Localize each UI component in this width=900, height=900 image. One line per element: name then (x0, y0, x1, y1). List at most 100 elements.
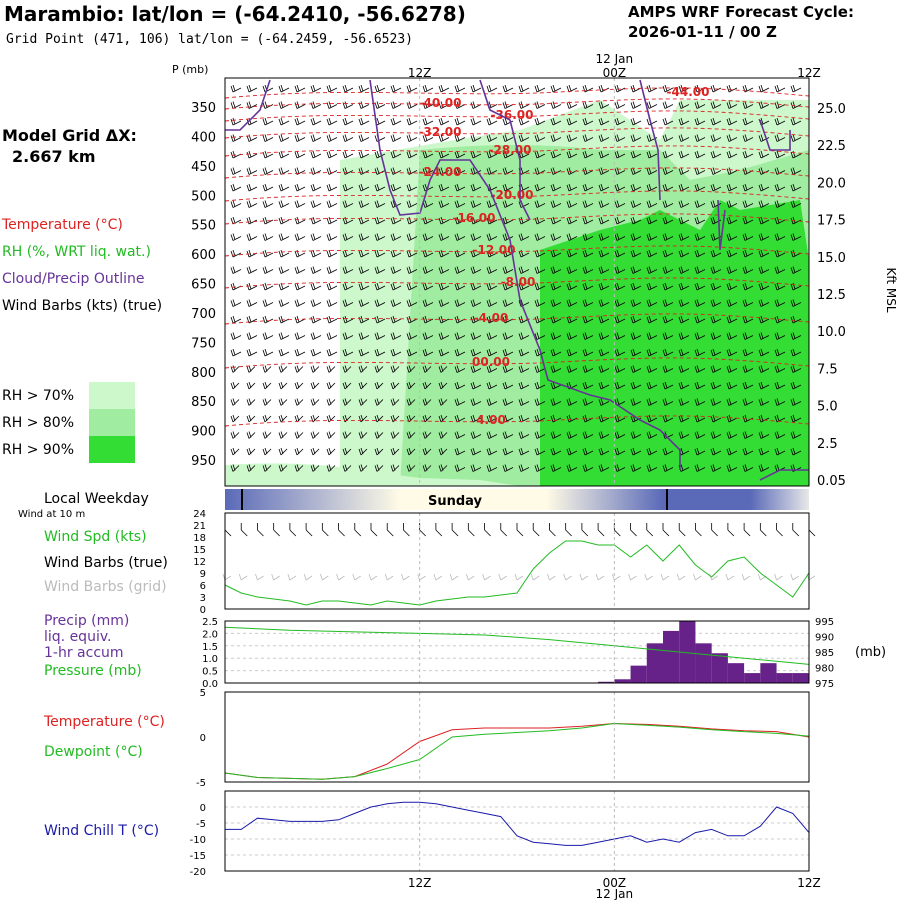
wind-barb (326, 249, 338, 258)
wind-barb-true (776, 523, 783, 537)
wind-barb-true (808, 523, 816, 537)
wind-barb (358, 101, 370, 109)
wind-barb (646, 365, 658, 373)
wind-barb (374, 414, 384, 423)
wind-barb (582, 431, 594, 439)
wind-barb (582, 233, 594, 241)
bottom-time-tick: 12Z (408, 876, 432, 890)
wind-barb (326, 216, 338, 225)
wind-barb-grid (628, 573, 637, 581)
wind-barb (230, 414, 240, 423)
wind-barb (374, 200, 386, 208)
wind-barb (678, 348, 690, 357)
wind-barb (710, 431, 722, 439)
wind-barb (694, 299, 706, 307)
wind-barb (630, 216, 642, 225)
wind-barb (342, 348, 354, 357)
wind-barb (502, 348, 514, 357)
wind-barb-grid (433, 573, 443, 581)
wind-barb (310, 233, 322, 241)
wind-barb-grid (222, 573, 232, 581)
wind-barb (582, 200, 594, 208)
wind-barb (230, 266, 242, 274)
wind-barb (326, 299, 338, 307)
wind-barb (630, 134, 642, 142)
wind-barb (390, 282, 402, 291)
wind-barb (678, 183, 690, 192)
wind-barb (262, 183, 274, 192)
wind-barb (726, 381, 738, 390)
wind-barb (278, 216, 290, 225)
wind-barb (454, 464, 466, 472)
bottom-time-tick: 00Z (603, 876, 627, 890)
wind-tick-label: 9 (200, 569, 206, 580)
wind-barb (758, 183, 770, 192)
wind-barb (582, 266, 594, 274)
wind-barb (726, 348, 738, 357)
wind-barb (358, 233, 370, 241)
temperature-contour (224, 277, 810, 289)
top-time-tick: 12Z (797, 66, 821, 80)
wind-barb (678, 101, 690, 109)
wind-barb (358, 266, 370, 274)
wind-barb (662, 299, 674, 307)
wind-barb (422, 431, 432, 439)
wind-barb (406, 266, 418, 274)
windchill-legend: Wind Chill T (°C) (44, 823, 160, 839)
wind-barb (278, 348, 290, 357)
cloud-outline (639, 79, 661, 201)
wind-barb (662, 233, 674, 241)
pressure-tick-label: 750 (191, 336, 216, 351)
legend-wind-barbs: Wind Barbs (kts) (true) (2, 298, 163, 314)
wind-barb (726, 216, 738, 225)
wind-barb (534, 233, 546, 241)
wind-barb (502, 365, 514, 373)
wind-barb (710, 381, 722, 390)
wind-barb-true (565, 523, 572, 537)
wind-barb (326, 315, 338, 324)
windchill-line (225, 801, 810, 846)
temperature-contour-label: -24.00 (419, 165, 462, 179)
wind-barb (630, 315, 642, 324)
wind-barb (598, 332, 610, 340)
wind-barb (406, 282, 418, 291)
precip-bar (679, 621, 696, 683)
temperature-contour-label: -12.00 (473, 243, 516, 257)
wind-barb (614, 101, 626, 109)
wind-barb (342, 447, 352, 456)
wind-barb (598, 464, 610, 472)
temperature-contour-label: -4.00 (474, 311, 509, 325)
wind-barb (294, 183, 306, 192)
wind-barb (358, 150, 370, 159)
wind-barb (774, 233, 786, 241)
rh80-swatch (89, 409, 135, 436)
wind-barb (358, 200, 370, 208)
wind-barb (678, 249, 690, 258)
wind-tick-label: 24 (193, 509, 206, 520)
wind-barb (502, 84, 514, 93)
wind-barb (566, 200, 578, 208)
wind-barb (262, 365, 272, 373)
wind-barb (294, 398, 304, 406)
wind-barb (758, 266, 770, 274)
wind-barb (326, 398, 336, 406)
temperature-contour (224, 98, 810, 110)
wind-barb (662, 134, 674, 142)
wind-barb (262, 266, 274, 274)
wind-barb (374, 216, 386, 225)
wind-barb (326, 266, 338, 274)
wind-barb (326, 167, 338, 175)
wind-barb (534, 431, 546, 439)
pressure-tick-label: 985 (815, 648, 834, 659)
pressure-legend: Pressure (mb) (44, 663, 142, 679)
wind-barb (518, 348, 530, 357)
wind-barb (246, 431, 256, 439)
wind-barb (790, 216, 802, 225)
wind-barb (694, 431, 706, 439)
wind-barb (582, 134, 594, 142)
wind-barb (502, 315, 514, 324)
wind-barb (774, 134, 786, 142)
wind-barb (422, 84, 434, 93)
wind-barb (790, 167, 802, 175)
